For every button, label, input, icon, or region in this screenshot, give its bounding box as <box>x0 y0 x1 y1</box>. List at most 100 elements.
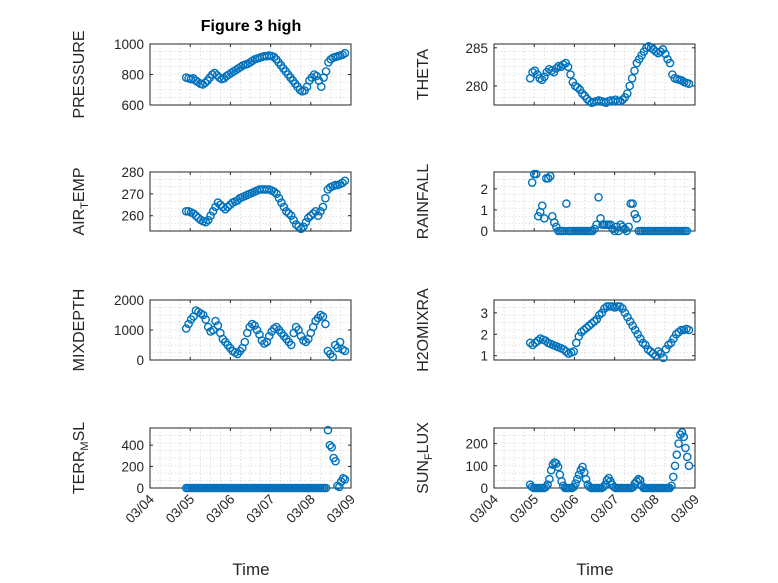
data-point <box>269 187 279 196</box>
grid <box>149 171 352 232</box>
data-point <box>284 209 294 218</box>
data-point <box>625 81 635 91</box>
data-point <box>578 89 587 98</box>
data-series <box>181 425 350 493</box>
data-series <box>525 302 694 363</box>
x-tick-label: 03/07 <box>243 492 278 527</box>
data-point <box>618 95 627 104</box>
data-point <box>638 338 648 348</box>
data-point <box>198 310 208 320</box>
data-point <box>553 462 563 472</box>
y-tick-label: 100 <box>465 459 488 474</box>
y-tick-label: 600 <box>121 98 144 113</box>
data-point <box>666 338 676 348</box>
data-point <box>569 347 579 356</box>
y-tick-label: 1 <box>480 203 488 218</box>
data-point <box>211 316 220 326</box>
data-point <box>543 480 552 489</box>
data-point <box>318 202 328 212</box>
subplot-pressure: 600 800 1000 PRESSURE <box>71 30 352 119</box>
y-tick-label: 0 <box>136 353 144 368</box>
data-point <box>201 315 211 324</box>
x-tick-label: 03/07 <box>587 492 622 527</box>
data-point <box>684 461 694 471</box>
grid <box>493 427 696 489</box>
data-point <box>581 474 591 484</box>
y-axis-label: THETA <box>415 49 432 101</box>
axes-box <box>493 427 696 489</box>
data-point <box>216 200 225 210</box>
data-point <box>574 332 584 341</box>
data-point <box>543 174 553 183</box>
data-point <box>582 323 591 333</box>
data-point <box>213 321 223 330</box>
data-point <box>311 207 320 216</box>
data-point <box>579 325 589 335</box>
y-tick-label: 270 <box>121 187 144 202</box>
data-point <box>660 49 670 59</box>
data-point <box>531 338 540 348</box>
data-point <box>213 198 223 207</box>
data-point <box>269 52 279 62</box>
data-point <box>321 483 331 493</box>
data-series <box>525 428 694 493</box>
data-point <box>296 224 306 234</box>
data-point <box>615 302 625 311</box>
data-point <box>665 58 675 68</box>
data-point <box>541 482 551 492</box>
y-tick-label: 200 <box>465 437 488 452</box>
data-point <box>669 334 678 343</box>
y-tick-label: 400 <box>121 438 144 453</box>
y-tick-label: 200 <box>121 460 144 475</box>
data-point <box>600 304 609 313</box>
data-point <box>559 344 568 354</box>
data-point <box>632 214 642 223</box>
data-point <box>181 324 191 333</box>
data-point <box>627 74 637 83</box>
y-axis-label: MIXDEPTH <box>71 289 88 372</box>
data-point <box>628 199 637 208</box>
data-point <box>327 442 337 452</box>
y-tick-label: 280 <box>121 165 144 180</box>
data-point <box>578 462 587 472</box>
subplot-sun-flux: 0 100 200 03/04 03/05 03/06 03/07 03/08 03/09 SUN… <box>415 422 702 526</box>
data-point <box>539 214 549 223</box>
data-point <box>528 340 538 350</box>
y-tick-label: 285 <box>465 41 488 56</box>
data-point <box>316 207 325 216</box>
data-point <box>286 340 296 350</box>
data-series <box>181 306 350 362</box>
data-point <box>668 472 678 482</box>
data-point <box>634 474 643 484</box>
data-point <box>203 215 213 225</box>
y-axis-label: H2OMIXRA <box>415 288 432 372</box>
data-point <box>206 211 215 220</box>
data-point <box>540 72 549 82</box>
data-point <box>595 310 604 320</box>
data-point <box>340 346 350 356</box>
data-point <box>562 199 571 208</box>
data-series <box>181 176 350 234</box>
data-point <box>677 428 687 437</box>
data-point <box>531 169 541 179</box>
data-point <box>525 338 535 348</box>
data-point <box>331 456 340 466</box>
data-point <box>189 209 198 218</box>
data-point <box>659 353 668 363</box>
data-point <box>252 325 262 335</box>
data-point <box>681 443 690 453</box>
x-tick-label: 03/08 <box>627 492 662 527</box>
grid <box>149 427 352 489</box>
data-point <box>316 82 326 91</box>
y-tick-label: 1000 <box>114 323 144 338</box>
data-point <box>658 45 668 54</box>
data-point <box>633 329 643 339</box>
data-point <box>304 213 313 223</box>
y-tick-label: 800 <box>121 68 144 83</box>
data-series <box>181 48 350 96</box>
data-point <box>590 224 599 234</box>
data-point <box>545 171 555 181</box>
axes-box <box>149 427 352 489</box>
data-point <box>682 226 692 236</box>
